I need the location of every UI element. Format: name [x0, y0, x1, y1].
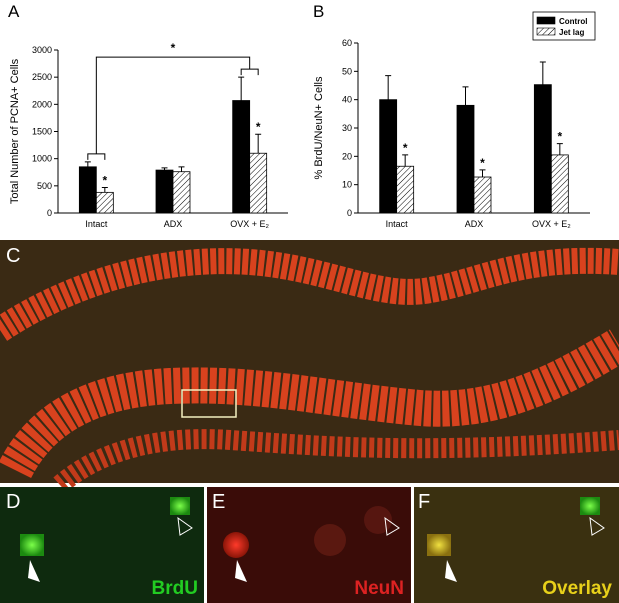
- bar: [550, 154, 569, 214]
- bar: [78, 166, 97, 214]
- error-bar: [255, 133, 262, 154]
- micrograph-f: [414, 487, 619, 603]
- legend-label: Jet lag: [559, 28, 584, 37]
- y-tick-label: 1000: [32, 154, 52, 164]
- error-bar: [101, 186, 108, 193]
- error-bar: [238, 76, 245, 101]
- error-bar: [539, 61, 546, 85]
- y-tick-label: 0: [347, 208, 352, 218]
- error-bar: [402, 154, 409, 167]
- y-axis-label: % BrdU/NeuN+ Cells: [313, 76, 325, 180]
- x-tick-label: ADX: [164, 219, 183, 229]
- error-bar: [462, 86, 469, 106]
- panel-label: A: [8, 2, 20, 21]
- bar: [249, 152, 268, 214]
- micrograph-d: [0, 487, 204, 603]
- error-bar: [178, 166, 185, 172]
- error-bar: [385, 75, 392, 100]
- y-axis-label: Total Number of PCNA+ Cells: [9, 58, 21, 204]
- stain-label: Overlay: [542, 578, 612, 599]
- x-tick-label: OVX + E₂: [230, 219, 269, 229]
- bar: [473, 176, 492, 214]
- y-tick-label: 3000: [32, 45, 52, 55]
- panel-label: B: [313, 2, 324, 21]
- micrograph-e: [207, 487, 411, 603]
- bracket-star: *: [171, 41, 176, 55]
- y-tick-label: 40: [342, 95, 352, 105]
- stain-label: BrdU: [152, 578, 198, 599]
- bar: [172, 171, 191, 214]
- panel-label: F: [418, 491, 430, 513]
- bar: [379, 99, 398, 214]
- bar: [396, 165, 415, 214]
- x-tick-label: Intact: [85, 219, 108, 229]
- legend-box: [532, 11, 596, 41]
- bar: [456, 104, 475, 214]
- y-tick-label: 20: [342, 151, 352, 161]
- error-bar: [84, 161, 91, 167]
- legend-swatch: [536, 16, 556, 25]
- bar: [95, 191, 114, 214]
- panel-label: C: [6, 245, 20, 267]
- significance-star: *: [102, 173, 107, 187]
- y-tick-label: 60: [342, 38, 352, 48]
- x-tick-label: ADX: [465, 219, 484, 229]
- y-tick-label: 50: [342, 66, 352, 76]
- error-bar: [556, 143, 563, 155]
- x-tick-label: OVX + E₂: [532, 219, 571, 229]
- significance-star: *: [256, 120, 261, 134]
- bar: [533, 84, 552, 214]
- y-tick-label: 500: [37, 181, 52, 191]
- legend-label: Control: [559, 17, 587, 26]
- x-tick-label: Intact: [386, 219, 409, 229]
- significance-bracket: [87, 56, 259, 160]
- y-tick-label: 10: [342, 180, 352, 190]
- significance-star: *: [480, 156, 485, 170]
- y-tick-label: 30: [342, 123, 352, 133]
- y-tick-label: 2000: [32, 99, 52, 109]
- micrograph-c: [0, 240, 619, 493]
- bar: [155, 169, 174, 214]
- significance-star: *: [557, 130, 562, 144]
- y-tick-label: 2500: [32, 72, 52, 82]
- legend-swatch: [536, 27, 556, 36]
- significance-star: *: [403, 141, 408, 155]
- panel-label: E: [212, 491, 225, 513]
- y-tick-label: 1500: [32, 127, 52, 137]
- bar: [232, 100, 251, 214]
- error-bar: [161, 167, 168, 171]
- y-tick-label: 0: [47, 208, 52, 218]
- error-bar: [479, 169, 486, 178]
- stain-label: NeuN: [354, 578, 404, 599]
- panel-label: D: [6, 491, 20, 513]
